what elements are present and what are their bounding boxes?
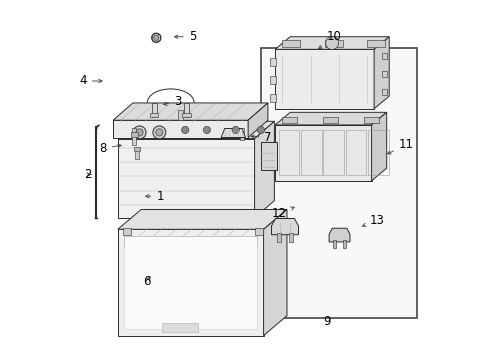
Circle shape [136,129,143,136]
Polygon shape [124,236,257,329]
Bar [301,130,321,175]
Bar [381,53,386,59]
Circle shape [153,126,165,139]
Bar [269,76,276,84]
Bar [367,130,387,175]
Bar [260,141,276,170]
Polygon shape [113,103,267,120]
Text: 3: 3 [163,95,182,108]
Bar [269,58,276,66]
Text: 2: 2 [84,168,92,181]
Polygon shape [373,37,388,109]
Text: 13: 13 [362,214,384,227]
Bar [260,48,416,318]
Text: 11: 11 [387,138,413,154]
Bar [182,113,190,117]
Polygon shape [275,49,373,109]
Polygon shape [124,236,257,247]
Polygon shape [118,210,286,229]
Bar [151,103,156,117]
Circle shape [325,37,338,50]
Polygon shape [275,37,388,49]
Text: 12: 12 [271,207,294,220]
Circle shape [232,126,239,134]
Polygon shape [275,125,371,181]
Text: 4: 4 [79,75,102,87]
Bar [161,323,198,332]
Bar [323,130,343,175]
Polygon shape [263,210,286,336]
Bar [282,117,296,123]
Circle shape [257,126,264,134]
Text: 8: 8 [100,142,121,155]
Bar [345,130,366,175]
Bar [366,40,384,47]
Bar [132,133,136,145]
Text: 1: 1 [145,190,163,203]
Bar [278,130,299,175]
Bar [132,128,136,140]
Polygon shape [113,120,247,138]
Bar [131,132,137,137]
Bar [381,71,386,77]
Polygon shape [247,103,267,138]
Circle shape [156,129,163,136]
Text: 9: 9 [322,315,330,328]
Bar [240,128,244,140]
Bar [149,113,158,117]
Polygon shape [328,228,349,242]
Bar [133,147,140,151]
Bar [178,110,183,120]
Circle shape [151,33,161,42]
Polygon shape [254,121,274,218]
Polygon shape [118,139,254,218]
Bar [364,117,378,123]
Circle shape [153,35,159,40]
Bar [269,94,276,102]
Polygon shape [271,219,298,235]
Bar [123,228,131,235]
Bar [254,228,262,235]
Text: 6: 6 [142,275,150,288]
Circle shape [203,126,210,134]
Polygon shape [275,112,386,125]
Circle shape [182,126,188,134]
Polygon shape [118,121,274,139]
Text: 7: 7 [251,131,271,144]
Bar [277,233,281,242]
Circle shape [133,126,146,139]
Text: 10: 10 [318,30,341,49]
Bar [183,103,189,117]
Text: 5: 5 [174,30,196,43]
Bar [333,240,336,248]
Bar [324,40,342,47]
Polygon shape [221,129,245,138]
Bar [134,148,139,159]
Polygon shape [371,112,386,181]
Bar [288,233,292,242]
Bar [381,89,386,95]
Bar [282,40,300,47]
Bar [323,117,337,123]
Bar [342,240,345,248]
Polygon shape [118,229,263,336]
